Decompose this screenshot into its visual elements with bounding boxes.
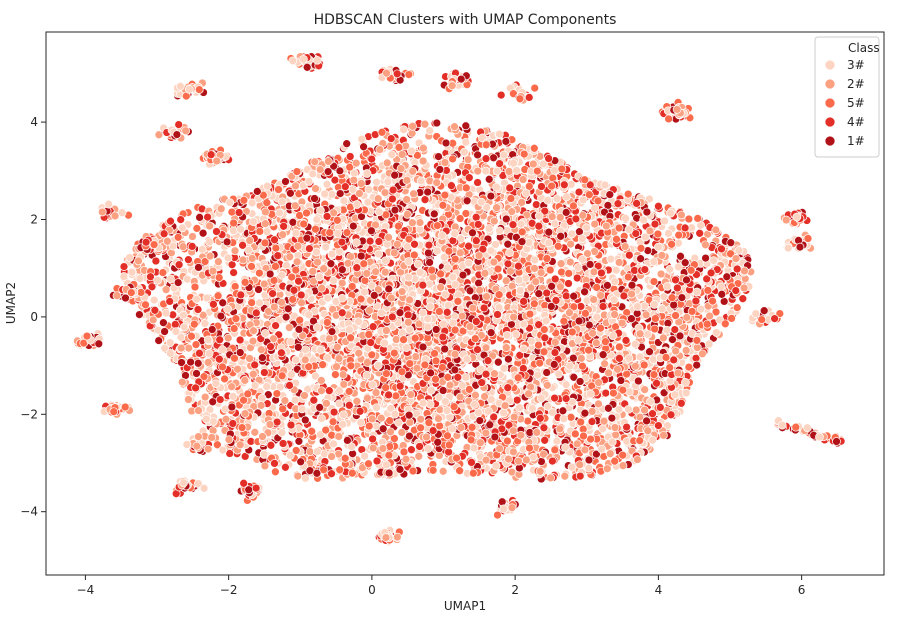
data-point	[311, 184, 320, 193]
data-point	[386, 134, 396, 143]
data-point	[523, 416, 533, 426]
data-point	[293, 471, 303, 481]
data-point	[338, 370, 348, 379]
data-point	[654, 201, 663, 211]
data-point	[260, 461, 270, 471]
data-point	[135, 310, 144, 319]
data-point	[200, 319, 210, 328]
data-point	[329, 276, 338, 286]
data-point	[203, 358, 213, 367]
data-point	[229, 268, 238, 277]
data-point	[545, 265, 555, 275]
data-point	[438, 466, 448, 476]
data-point	[512, 395, 522, 405]
data-point	[484, 224, 494, 233]
data-point	[368, 434, 377, 444]
data-point	[438, 363, 447, 372]
data-point	[285, 252, 295, 262]
data-point	[543, 195, 553, 205]
data-point	[342, 139, 352, 149]
data-point	[598, 424, 608, 434]
data-point	[524, 93, 534, 102]
data-point	[561, 291, 571, 301]
data-point	[656, 269, 666, 279]
data-point	[692, 360, 702, 370]
data-point	[262, 227, 272, 237]
data-point	[151, 256, 161, 266]
data-point	[481, 343, 491, 353]
data-point	[352, 396, 362, 406]
data-point	[280, 396, 290, 405]
data-point	[322, 179, 332, 189]
data-point	[337, 278, 347, 288]
data-point	[471, 212, 481, 222]
data-point	[558, 406, 568, 416]
data-point	[584, 463, 594, 473]
data-point	[601, 388, 611, 398]
data-point	[443, 263, 452, 273]
data-point	[356, 251, 366, 261]
data-point	[546, 473, 555, 483]
data-point	[271, 467, 280, 477]
data-point	[213, 291, 223, 301]
data-point	[649, 257, 659, 267]
data-point	[695, 228, 705, 238]
data-point	[154, 130, 164, 140]
data-point	[127, 267, 137, 277]
data-point	[195, 213, 204, 222]
data-point	[230, 282, 240, 291]
chart-title: HDBSCAN Clusters with UMAP Components	[314, 12, 617, 28]
data-point	[537, 457, 546, 466]
data-point	[473, 166, 483, 176]
data-point	[684, 214, 694, 224]
data-point	[135, 274, 145, 283]
data-point	[404, 70, 414, 79]
data-point	[587, 407, 597, 416]
data-point	[356, 418, 366, 427]
data-point	[284, 323, 294, 332]
data-point	[288, 217, 298, 227]
data-point	[461, 137, 471, 147]
data-point	[436, 269, 445, 279]
data-point	[432, 246, 442, 256]
data-point	[372, 177, 381, 187]
data-point	[367, 154, 377, 164]
data-point	[493, 357, 503, 367]
data-point	[618, 450, 628, 460]
data-point	[425, 258, 434, 267]
data-point	[374, 249, 384, 259]
data-point	[484, 174, 494, 184]
data-point	[438, 200, 448, 210]
data-point	[356, 179, 366, 188]
data-point	[188, 232, 197, 241]
data-point	[363, 197, 373, 207]
data-point	[493, 510, 502, 520]
data-point	[154, 336, 164, 345]
data-point	[428, 465, 438, 475]
data-point	[530, 83, 540, 93]
data-point	[247, 298, 257, 308]
data-point	[622, 422, 631, 432]
data-point	[567, 462, 577, 472]
data-point	[664, 229, 673, 238]
scatter-points	[72, 52, 846, 547]
data-point	[119, 262, 129, 271]
data-point	[564, 279, 573, 288]
data-point	[192, 224, 202, 233]
data-point	[509, 412, 519, 422]
data-point	[566, 239, 575, 249]
data-point	[732, 303, 742, 312]
data-point	[270, 459, 279, 468]
data-point	[503, 436, 512, 446]
data-point	[321, 242, 331, 252]
data-point	[266, 440, 276, 450]
data-point	[262, 382, 272, 391]
data-point	[197, 245, 207, 254]
